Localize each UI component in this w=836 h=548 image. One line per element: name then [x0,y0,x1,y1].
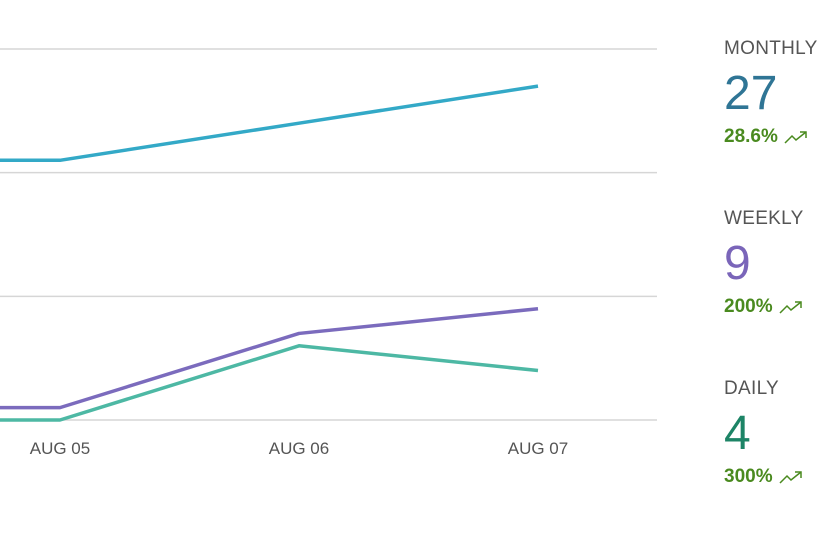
trend-icon [784,131,807,144]
stat: DAILY 4 300% [724,378,836,548]
change-text: 300% [724,466,773,487]
chart: AUG 05 AUG 06 AUG 07 [0,48,657,458]
page: {"chart_data": {"type": "line", "categor… [0,38,818,487]
series-line [0,344,539,422]
stat-label: DAILY [724,378,780,399]
series-line [0,306,539,410]
stat-value: 9 [724,237,751,290]
trend-icon [779,301,802,314]
stat-label: MONTHLY [724,38,818,59]
x-tick-label: AUG 06 [269,439,329,458]
x-tick-label: AUG 05 [30,439,90,458]
stat-value: 4 [724,407,751,460]
x-tick-label: AUG 07 [508,439,568,458]
stat-label: WEEKLY [724,208,804,229]
change-text: 200% [724,296,773,317]
stat: MONTHLY 27 28.6% [724,38,836,208]
stat-change: 28.6% [724,126,836,148]
stat-change: 200% [724,296,836,318]
stat-value: 27 [724,67,778,120]
change-text: 28.6% [724,126,778,147]
series-line [0,84,539,163]
stat-change: 300% [724,466,836,488]
trend-icon [779,471,802,484]
stats-panel: MONTHLY 27 28.6% WEEKLY 9 200% DAILY 4 3… [724,38,836,548]
stat: WEEKLY 9 200% [724,208,836,378]
